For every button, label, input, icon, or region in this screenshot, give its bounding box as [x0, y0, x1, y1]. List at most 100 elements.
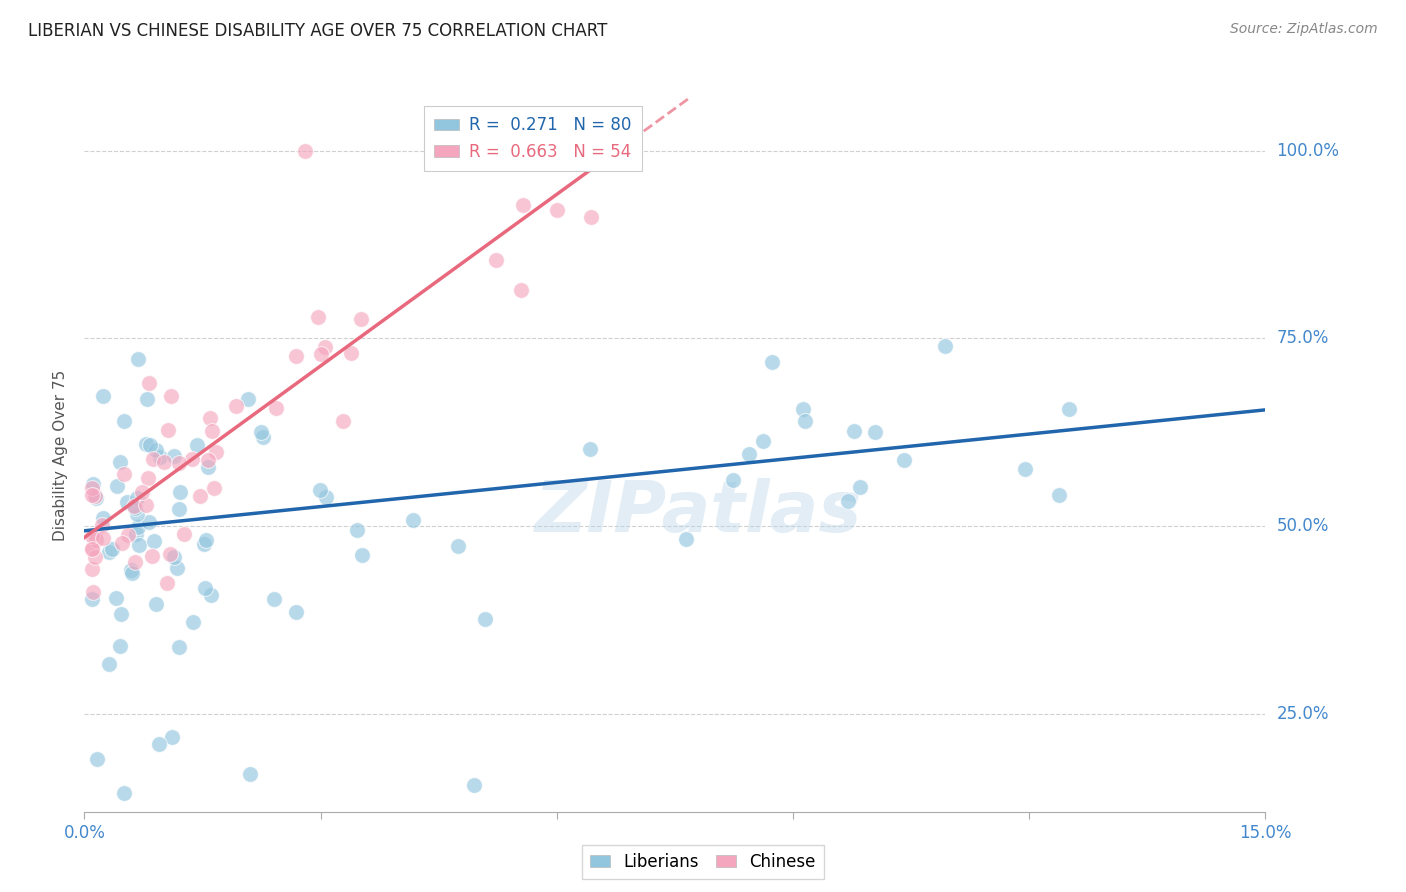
Point — [509, 283, 531, 297]
Point — [264, 401, 287, 416]
Point — [148, 737, 170, 751]
Point — [188, 489, 211, 503]
Point — [82, 488, 104, 502]
Point — [792, 401, 814, 416]
Point — [224, 400, 246, 414]
Point — [105, 591, 128, 605]
Point — [138, 376, 160, 390]
Legend: Liberians, Chinese: Liberians, Chinese — [582, 845, 824, 880]
Point — [350, 548, 373, 562]
Point — [125, 526, 148, 541]
Point — [105, 479, 128, 493]
Point — [579, 442, 602, 456]
Point — [93, 388, 115, 402]
Point — [156, 423, 179, 437]
Point — [136, 471, 159, 485]
Point — [842, 425, 865, 439]
Point — [82, 542, 104, 557]
Point — [849, 480, 872, 494]
Point — [135, 437, 157, 451]
Point — [86, 752, 108, 766]
Point — [91, 518, 114, 533]
Text: LIBERIAN VS CHINESE DISABILITY AGE OVER 75 CORRELATION CHART: LIBERIAN VS CHINESE DISABILITY AGE OVER … — [28, 22, 607, 40]
Point — [125, 507, 148, 521]
Point — [194, 581, 217, 595]
Point — [284, 349, 307, 363]
Point — [83, 550, 105, 565]
Point — [135, 498, 157, 512]
Point — [252, 430, 274, 444]
Point — [127, 352, 149, 367]
Point — [82, 562, 104, 576]
Point — [1047, 488, 1070, 502]
Text: Source: ZipAtlas.com: Source: ZipAtlas.com — [1230, 22, 1378, 37]
Point — [100, 542, 122, 557]
Point — [97, 657, 120, 671]
Point — [794, 414, 817, 428]
Point — [201, 424, 224, 438]
Point — [112, 414, 135, 428]
Point — [307, 310, 329, 325]
Point — [82, 584, 104, 599]
Point — [120, 563, 142, 577]
Point — [197, 452, 219, 467]
Point — [142, 452, 165, 467]
Point — [309, 346, 332, 360]
Point — [124, 500, 146, 515]
Point — [752, 434, 775, 448]
Point — [84, 533, 107, 547]
Point — [485, 252, 508, 267]
Point — [135, 392, 157, 407]
Point — [110, 455, 132, 469]
Point — [183, 615, 205, 629]
Point — [84, 528, 107, 542]
Point — [139, 438, 162, 452]
Point — [893, 453, 915, 467]
Point — [160, 389, 183, 403]
Legend: R =  0.271   N = 80, R =  0.663   N = 54: R = 0.271 N = 80, R = 0.663 N = 54 — [425, 106, 643, 170]
Point — [145, 442, 167, 457]
Point — [115, 495, 138, 509]
Point — [91, 511, 114, 525]
Point — [284, 605, 307, 619]
Point — [186, 438, 208, 452]
Point — [547, 156, 569, 170]
Point — [675, 533, 697, 547]
Point — [474, 612, 496, 626]
Point — [512, 197, 534, 211]
Point — [153, 455, 176, 469]
Point — [127, 520, 149, 534]
Point — [117, 528, 139, 542]
Point — [128, 538, 150, 552]
Point — [82, 477, 104, 491]
Point — [546, 202, 568, 217]
Point — [761, 355, 783, 369]
Point — [82, 541, 104, 556]
Point — [340, 346, 363, 360]
Point — [110, 607, 132, 621]
Point — [82, 529, 104, 543]
Point — [167, 640, 190, 655]
Text: 25.0%: 25.0% — [1277, 705, 1329, 723]
Point — [114, 467, 136, 481]
Point — [82, 592, 104, 607]
Point — [195, 533, 218, 547]
Point — [204, 445, 226, 459]
Point — [180, 452, 202, 467]
Point — [837, 494, 859, 508]
Point — [447, 539, 470, 553]
Point — [166, 561, 188, 575]
Point — [169, 484, 191, 499]
Point — [350, 311, 373, 326]
Text: 50.0%: 50.0% — [1277, 517, 1329, 535]
Point — [160, 730, 183, 744]
Text: ZIPatlas: ZIPatlas — [534, 477, 862, 547]
Point — [97, 545, 120, 559]
Y-axis label: Disability Age Over 75: Disability Age Over 75 — [53, 369, 69, 541]
Point — [108, 639, 131, 653]
Point — [131, 485, 153, 500]
Point — [159, 547, 181, 561]
Point — [163, 549, 186, 564]
Point — [721, 473, 744, 487]
Point — [238, 392, 260, 406]
